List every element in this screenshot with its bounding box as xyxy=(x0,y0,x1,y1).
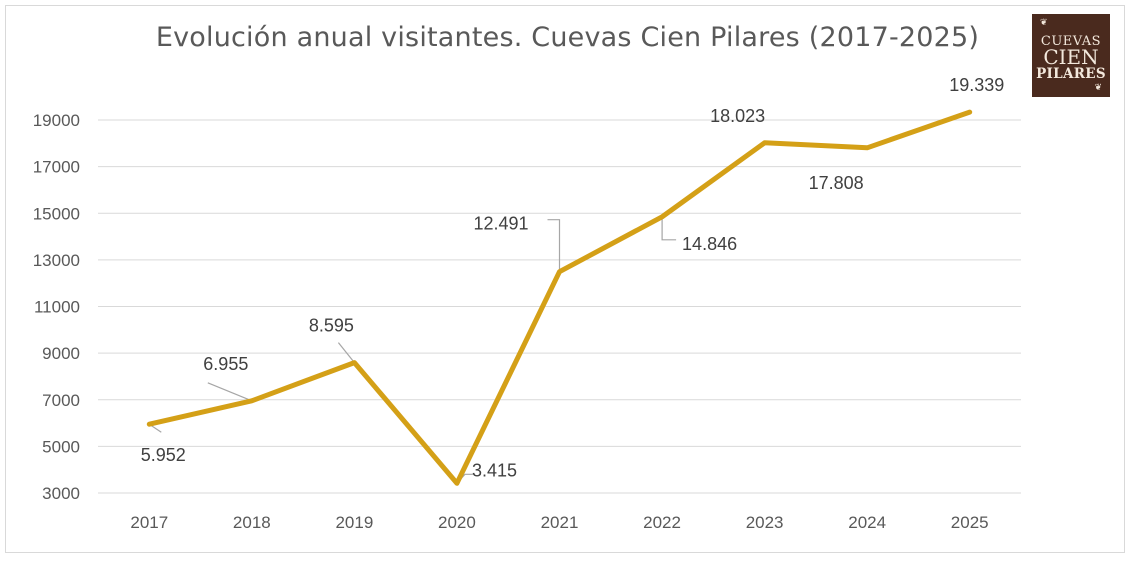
y-tick-label: 17000 xyxy=(33,158,80,177)
chart-frame xyxy=(5,5,1125,553)
y-tick-label: 11000 xyxy=(34,298,80,317)
chart-title: Evolución anual visitantes. Cuevas Cien … xyxy=(155,22,980,53)
cuevas-cien-pilares-logo: ❦ ❦ CUEVAS CIEN PILARES xyxy=(1032,14,1110,97)
x-axis-tick-labels: 2017 2018 2019 2020 2021 2022 2023 2024 2025 xyxy=(130,513,988,532)
x-tick-label: 2023 xyxy=(746,513,784,532)
x-tick-label: 2021 xyxy=(541,513,579,532)
y-tick-label: 9000 xyxy=(42,344,80,363)
y-tick-label: 19000 xyxy=(33,111,80,130)
logo-ornament-icon: ❦ xyxy=(1094,83,1102,93)
leader-line xyxy=(547,219,561,272)
data-label: 3.415 xyxy=(472,460,517,480)
y-tick-label: 7000 xyxy=(42,391,80,410)
data-label: 17.808 xyxy=(809,173,864,193)
data-label: 6.955 xyxy=(203,354,248,374)
x-tick-label: 2025 xyxy=(951,513,989,532)
logo-ornament-icon: ❦ xyxy=(1040,18,1048,28)
leader-lines xyxy=(148,216,677,484)
data-label: 8.595 xyxy=(309,316,354,336)
x-tick-label: 2019 xyxy=(335,513,373,532)
series-line xyxy=(146,109,973,486)
x-tick-label: 2017 xyxy=(130,513,168,532)
x-tick-label: 2018 xyxy=(233,513,271,532)
y-tick-label: 13000 xyxy=(33,251,80,270)
data-label: 5.952 xyxy=(141,445,186,465)
data-label: 19.339 xyxy=(949,75,1004,95)
data-label: 18.023 xyxy=(710,106,765,126)
leader-line xyxy=(337,342,355,363)
y-tick-label: 5000 xyxy=(42,437,80,456)
data-labels: 5.952 6.955 8.595 3.415 12.491 14.846 18.023 17… xyxy=(141,75,1004,480)
series-lines xyxy=(146,109,973,486)
x-tick-label: 2024 xyxy=(848,513,886,532)
data-label: 12.491 xyxy=(474,214,529,234)
data-label: 14.846 xyxy=(682,234,737,254)
gridlines xyxy=(98,119,1021,494)
logo-text-line1: CUEVAS xyxy=(1040,34,1102,49)
leader-line xyxy=(207,382,253,402)
y-tick-label: 15000 xyxy=(33,204,80,223)
leader-line xyxy=(661,216,677,241)
y-tick-label: 3000 xyxy=(42,484,80,503)
logo-text-line3: PILARES xyxy=(1036,66,1106,82)
x-tick-label: 2020 xyxy=(438,513,476,532)
y-axis-tick-labels: 3000 5000 7000 9000 11000 13000 15000 17000 1900… xyxy=(33,111,80,503)
x-tick-label: 2022 xyxy=(643,513,681,532)
logo-text-line2: CIEN xyxy=(1043,45,1099,69)
